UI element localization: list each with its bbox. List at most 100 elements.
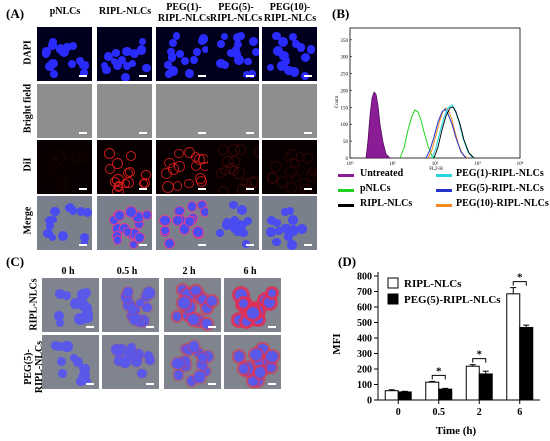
cell-nucleus: [56, 173, 67, 185]
cell-nucleus: [284, 65, 294, 75]
cell-nucleus: [58, 369, 67, 378]
uptake-micrograph-r1-c2: [164, 335, 221, 389]
cell-nucleus: [114, 356, 124, 366]
cell-nucleus: [76, 207, 86, 216]
cell-nucleus: [167, 47, 175, 56]
cell-nucleus: [217, 144, 229, 156]
cell-nucleus: [179, 224, 189, 234]
cell-nucleus: [242, 317, 252, 326]
chart-bar-ripl: [425, 381, 440, 401]
legend-label-peg1: PEG(1)-RIPL-NLCs: [456, 168, 544, 179]
cell-nucleus: [226, 162, 238, 174]
row-label-c-ripl: RIPL-NLCs: [28, 278, 40, 331]
micrograph-dil-4: [262, 140, 317, 194]
histogram-ylabel: Count: [335, 95, 340, 108]
cell-nucleus: [216, 59, 226, 69]
scale-bar: [304, 244, 312, 246]
cell-nucleus: [253, 355, 265, 367]
cell-nucleus: [260, 363, 271, 373]
col-header-peg10: PEG(10)- RIPL-NLCs: [263, 2, 317, 24]
uptake-micrograph-r1-c1: [102, 335, 159, 389]
chart-xtick-label: 6: [517, 407, 522, 418]
cell-nucleus: [57, 185, 69, 194]
uptake-micrograph-r1-c0: [42, 335, 99, 389]
cell-nucleus: [172, 32, 181, 41]
cell-nucleus: [254, 367, 266, 379]
cell-nucleus: [65, 204, 73, 212]
cell-nucleus: [113, 236, 122, 245]
micrograph-dapi-0: [37, 27, 92, 81]
histogram-ripl: [433, 106, 475, 159]
cell-nucleus: [238, 298, 249, 308]
cell-nucleus: [129, 313, 142, 325]
col-header-peg5: PEG(5)- RIPL-NLCs: [209, 2, 263, 24]
cell-nucleus: [173, 215, 183, 225]
scale-bar: [304, 188, 312, 190]
cell-nucleus: [82, 310, 93, 321]
cell-nucleus: [198, 294, 209, 305]
legend-swatch-pnlcs: [338, 189, 354, 192]
cell-nucleus: [234, 144, 246, 156]
histogram-xtick: 10¹: [389, 161, 396, 167]
cell-nucleus: [172, 181, 183, 191]
significance-bracket: [472, 358, 487, 363]
scale-bar: [139, 244, 147, 246]
scale-bar: [246, 75, 254, 77]
cell-nucleus: [57, 231, 68, 242]
scale-bar: [146, 326, 154, 328]
col-header-pnlcs: pNLCs: [49, 6, 81, 17]
legend-swatch-peg10: [436, 204, 452, 207]
cell-nucleus: [49, 234, 57, 242]
legend-label-peg10: PEG(10)-RIPL-NLCs: [456, 198, 549, 209]
cell-nucleus: [62, 42, 72, 52]
cell-nucleus: [161, 226, 169, 235]
cell-nucleus: [120, 291, 133, 303]
chart-bar-ripl: [384, 390, 399, 401]
cell-nucleus: [198, 353, 207, 362]
cell-nucleus: [142, 64, 151, 73]
row-label-bright-field: Bright field: [22, 83, 34, 134]
cell-nucleus: [51, 148, 62, 158]
chart-bar-ripl: [506, 293, 521, 401]
cell-nucleus: [61, 291, 71, 301]
histogram-ytick: 300: [341, 56, 349, 61]
cell-nucleus: [249, 36, 259, 46]
cell-nucleus: [234, 314, 245, 325]
cell-nucleus: [235, 289, 248, 302]
cell-nucleus: [129, 240, 138, 249]
cell-nucleus: [187, 313, 199, 325]
micrograph-bf-4: [262, 84, 317, 138]
cell-nucleus: [286, 240, 297, 250]
chart-bar-peg5: [438, 388, 453, 401]
legend-label-peg5: PEG(5)-RIPL-NLCs: [404, 294, 501, 306]
cell-nucleus: [296, 43, 305, 52]
legend-swatch-ripl: [338, 204, 354, 207]
cell-nucleus: [182, 289, 195, 302]
cell-nucleus: [191, 285, 202, 296]
cell-nucleus: [174, 149, 184, 159]
cell-nucleus: [175, 206, 184, 216]
uptake-micrograph-r0-c3: [224, 278, 281, 332]
cell-nucleus: [114, 59, 123, 68]
cell-nucleus: [289, 67, 300, 77]
cell-nucleus: [118, 56, 127, 65]
cell-nucleus: [115, 211, 124, 220]
histogram-ytick: 0: [346, 157, 349, 162]
scale-bar: [139, 75, 147, 77]
chart-xtick-label: 0: [396, 407, 401, 418]
cell-nucleus: [181, 57, 190, 66]
cell-nucleus: [78, 300, 89, 311]
cell-nucleus: [178, 296, 190, 309]
chart-ytick-label: 400: [357, 334, 372, 345]
micrograph-mrg-4: [262, 196, 317, 250]
cell-nucleus: [130, 228, 140, 238]
panel-c-label: (C): [6, 254, 25, 269]
cell-nucleus: [127, 303, 138, 314]
cell-nucleus: [165, 238, 175, 249]
micrograph-bf-2: [156, 84, 211, 138]
uptake-micrograph-r0-c2: [164, 278, 221, 332]
cell-nucleus: [194, 172, 207, 185]
cell-nucleus: [290, 172, 300, 182]
cell-nucleus: [239, 229, 248, 238]
legend-swatch-peg1: [436, 174, 452, 177]
